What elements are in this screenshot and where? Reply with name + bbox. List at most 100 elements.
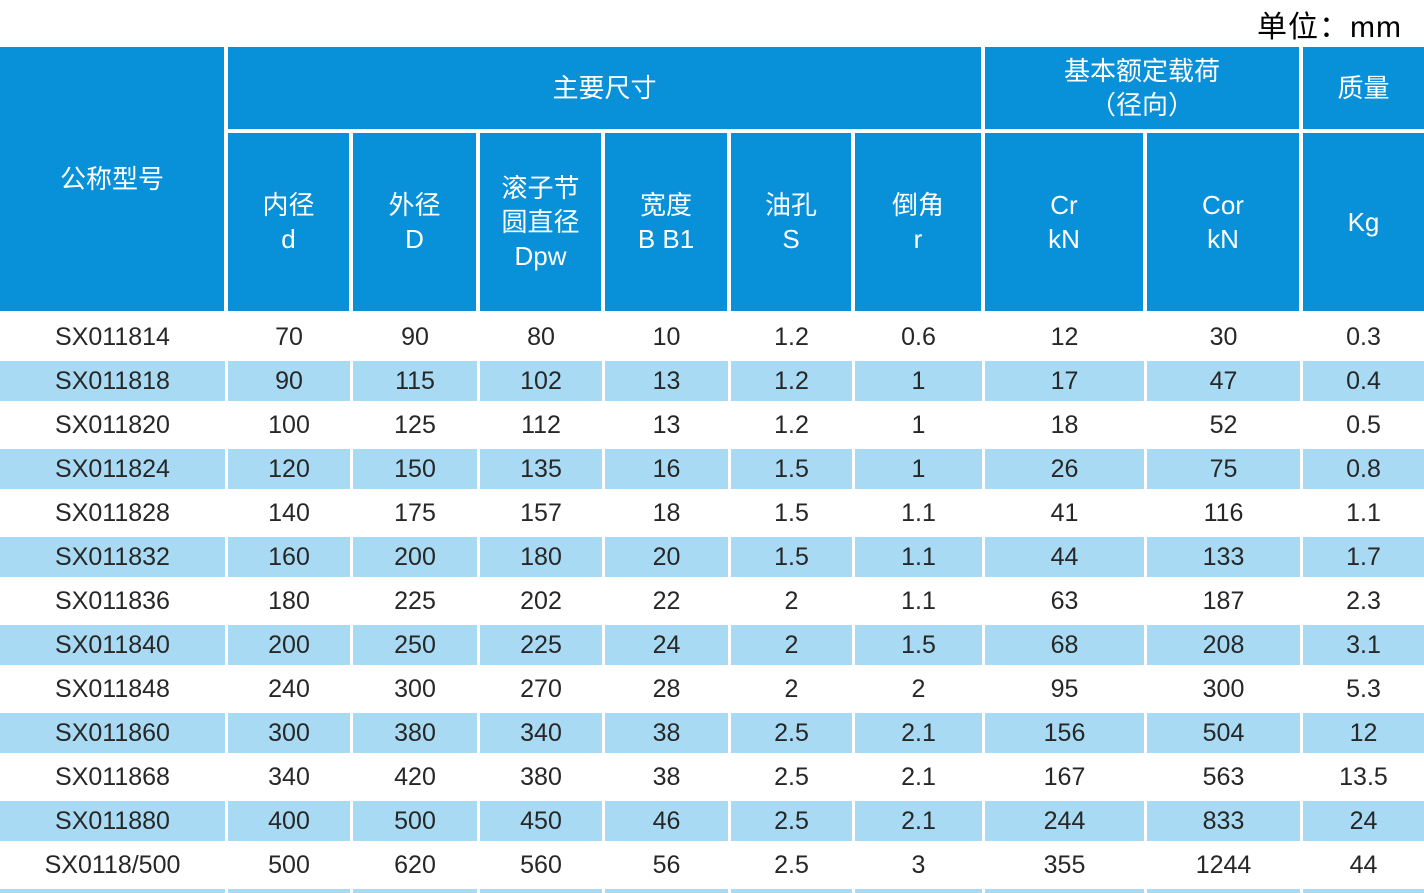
value-cell: 13.5	[1303, 755, 1424, 799]
value-cell: 157	[480, 491, 605, 535]
value-cell: 26	[985, 447, 1147, 491]
value-cell: 2.1	[855, 755, 985, 799]
value-cell: 2	[731, 579, 855, 623]
value-cell: 563	[1147, 755, 1303, 799]
value-cell: 167	[985, 755, 1147, 799]
partial-row-cell	[1147, 887, 1303, 893]
value-cell: 30	[1147, 315, 1303, 359]
model-cell: SX011880	[0, 799, 228, 843]
partial-row-cell	[985, 887, 1147, 893]
model-cell: SX011860	[0, 711, 228, 755]
model-cell: SX011828	[0, 491, 228, 535]
value-cell: 52	[1147, 403, 1303, 447]
value-cell: 13	[605, 359, 731, 403]
model-cell: SX011848	[0, 667, 228, 711]
value-cell: 1	[855, 359, 985, 403]
value-cell: 125	[353, 403, 480, 447]
value-cell: 1	[855, 447, 985, 491]
partial-row-cell	[228, 887, 353, 893]
value-cell: 1244	[1147, 843, 1303, 887]
value-cell: 12	[985, 315, 1147, 359]
value-cell: 13	[605, 403, 731, 447]
value-cell: 2.5	[731, 843, 855, 887]
bearing-spec-table: 公称型号 主要尺寸 基本额定载荷 （径向） 质量 内径 d 外径 D 滚子节 圆直径 Dpw…	[0, 47, 1424, 893]
value-cell: 47	[1147, 359, 1303, 403]
value-cell: 500	[228, 843, 353, 887]
value-cell: 500	[353, 799, 480, 843]
column-header-roller-pitch-diameter: 滚子节 圆直径 Dpw	[480, 133, 605, 315]
value-cell: 16	[605, 447, 731, 491]
column-header-oil-hole: 油孔 S	[731, 133, 855, 315]
value-cell: 18	[985, 403, 1147, 447]
value-cell: 270	[480, 667, 605, 711]
value-cell: 400	[228, 799, 353, 843]
value-cell: 0.3	[1303, 315, 1424, 359]
column-header-line: d	[281, 224, 296, 254]
value-cell: 420	[353, 755, 480, 799]
value-cell: 2	[731, 623, 855, 667]
value-cell: 340	[228, 755, 353, 799]
value-cell: 1.5	[731, 491, 855, 535]
partial-row-cell	[731, 887, 855, 893]
value-cell: 17	[985, 359, 1147, 403]
value-cell: 2.5	[731, 799, 855, 843]
column-header-cor: Cor kN	[1147, 133, 1303, 315]
value-cell: 180	[480, 535, 605, 579]
column-header-chamfer: 倒角 r	[855, 133, 985, 315]
partial-row-cell	[480, 887, 605, 893]
value-cell: 100	[228, 403, 353, 447]
value-cell: 0.5	[1303, 403, 1424, 447]
column-header-outer-diameter: 外径 D	[353, 133, 480, 315]
header-main-dimensions: 主要尺寸	[228, 47, 985, 133]
column-header-line: 倒角	[891, 190, 944, 220]
value-cell: 2	[731, 667, 855, 711]
model-cell: SX0118/500	[0, 843, 228, 887]
value-cell: 200	[353, 535, 480, 579]
header-basic-load: 基本额定载荷 （径向）	[985, 47, 1303, 133]
value-cell: 46	[605, 799, 731, 843]
value-cell: 1.5	[731, 535, 855, 579]
column-header-line: Dpw	[514, 241, 567, 271]
value-cell: 240	[228, 667, 353, 711]
header-basic-load-line2: （径向）	[1089, 90, 1194, 120]
value-cell: 90	[228, 359, 353, 403]
header-model: 公称型号	[0, 47, 228, 315]
column-header-mass-kg: Kg	[1303, 133, 1424, 315]
value-cell: 3.1	[1303, 623, 1424, 667]
column-header-width: 宽度 B B1	[605, 133, 731, 315]
value-cell: 2.1	[855, 711, 985, 755]
value-cell: 156	[985, 711, 1147, 755]
value-cell: 2.3	[1303, 579, 1424, 623]
model-cell: SX011840	[0, 623, 228, 667]
value-cell: 102	[480, 359, 605, 403]
value-cell: 1.2	[731, 315, 855, 359]
value-cell: 2	[855, 667, 985, 711]
value-cell: 300	[1147, 667, 1303, 711]
value-cell: 504	[1147, 711, 1303, 755]
column-header-line: r	[913, 224, 923, 254]
value-cell: 380	[480, 755, 605, 799]
value-cell: 1.1	[855, 535, 985, 579]
value-cell: 120	[228, 447, 353, 491]
column-header-line: Kg	[1347, 207, 1380, 237]
value-cell: 250	[353, 623, 480, 667]
value-cell: 2.5	[731, 711, 855, 755]
value-cell: 18	[605, 491, 731, 535]
value-cell: 38	[605, 711, 731, 755]
value-cell: 1.7	[1303, 535, 1424, 579]
value-cell: 22	[605, 579, 731, 623]
column-header-line: 内径	[262, 190, 315, 220]
model-cell: SX011824	[0, 447, 228, 491]
column-header-line: kN	[1207, 224, 1239, 254]
model-cell: SX011818	[0, 359, 228, 403]
value-cell: 24	[1303, 799, 1424, 843]
column-header-line: Cr	[1050, 190, 1078, 220]
value-cell: 1.5	[855, 623, 985, 667]
value-cell: 300	[353, 667, 480, 711]
value-cell: 225	[480, 623, 605, 667]
column-header-line: 外径	[388, 190, 441, 220]
value-cell: 133	[1147, 535, 1303, 579]
value-cell: 244	[985, 799, 1147, 843]
column-header-line: S	[782, 224, 800, 254]
